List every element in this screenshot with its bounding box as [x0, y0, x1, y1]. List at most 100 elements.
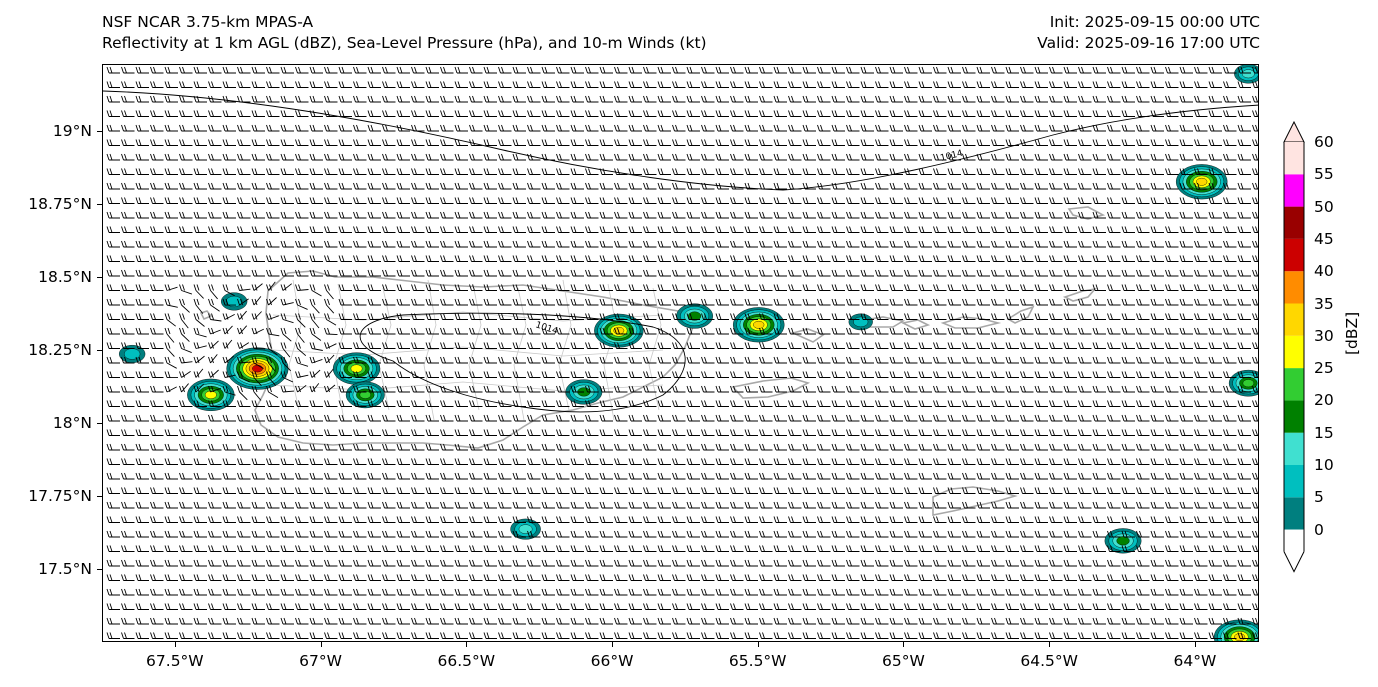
wind-barb — [1034, 385, 1048, 393]
wind-barb — [1194, 516, 1208, 523]
wind-barb — [773, 255, 787, 262]
wind-barb — [164, 443, 178, 451]
wind-barb — [933, 516, 947, 523]
wind-barb — [991, 110, 1005, 117]
wind-barb — [382, 617, 396, 625]
wind-barb — [425, 226, 439, 233]
wind-barb — [135, 371, 149, 378]
wind-barb — [251, 371, 262, 387]
wind-barb — [164, 516, 178, 523]
wind-barb — [860, 182, 874, 190]
wind-barb — [1078, 124, 1092, 132]
wind-barb — [411, 211, 425, 219]
wind-barb — [773, 342, 787, 349]
lat-tick — [97, 131, 102, 133]
wind-barb — [672, 211, 686, 219]
wind-barb — [324, 501, 338, 509]
wind-barb — [744, 255, 758, 262]
wind-barb — [570, 632, 584, 639]
colorbar-tick-label: 25 — [1314, 359, 1334, 378]
wind-barb — [991, 516, 1005, 523]
wind-barb — [715, 545, 729, 552]
wind-barb — [860, 197, 874, 204]
wind-barb — [367, 530, 381, 538]
wind-barb — [295, 81, 309, 88]
wind-barb — [1237, 487, 1251, 494]
wind-barb — [498, 603, 512, 610]
wind-barb — [121, 617, 135, 625]
wind-barb — [643, 81, 657, 88]
wind-barb — [324, 182, 338, 190]
wind-barb — [715, 211, 729, 219]
wind-barb — [411, 414, 425, 422]
wind-barb — [657, 516, 671, 523]
wind-barb — [585, 255, 599, 262]
wind-barb — [599, 240, 613, 248]
wind-barb — [991, 255, 1005, 262]
wind-barb — [164, 458, 178, 465]
wind-barb — [1107, 327, 1121, 335]
wind-barb — [643, 95, 657, 103]
wind-barb — [1223, 574, 1237, 581]
wind-barb — [730, 443, 744, 451]
wind-barb — [773, 603, 787, 610]
wind-barb — [570, 429, 584, 436]
wind-barb — [860, 530, 874, 538]
wind-barb — [208, 530, 222, 538]
wind-barb — [1020, 153, 1034, 161]
wind-barb — [1252, 298, 1258, 306]
wind-barb — [396, 603, 410, 610]
wind-barb — [817, 211, 831, 219]
wind-barb — [585, 81, 599, 88]
wind-barb — [527, 559, 541, 567]
wind-barb — [164, 588, 178, 596]
wind-barb — [1208, 226, 1222, 233]
wind-barb — [759, 414, 773, 422]
wind-barb — [1005, 313, 1019, 320]
wind-barb — [991, 574, 1005, 581]
wind-barb — [1049, 472, 1063, 480]
wind-barb — [875, 501, 889, 509]
wind-barb — [628, 66, 642, 74]
wind-barb — [251, 269, 265, 277]
wind-barb — [628, 226, 642, 233]
wind-barb — [396, 574, 410, 581]
wind-barb — [251, 95, 265, 103]
wind-barb — [135, 632, 149, 639]
wind-barb — [744, 559, 758, 567]
wind-barb — [1063, 139, 1077, 146]
wind-barb — [425, 255, 439, 262]
wind-barb — [918, 632, 932, 639]
wind-barb — [759, 603, 773, 610]
wind-barb — [860, 632, 874, 639]
wind-barb — [498, 226, 512, 233]
wind-barb — [353, 313, 367, 320]
wind-barb — [556, 226, 570, 233]
wind-barb — [918, 313, 932, 320]
wind-barb — [933, 182, 947, 190]
wind-barb — [382, 632, 396, 639]
wind-barb — [150, 617, 164, 625]
wind-barb — [744, 168, 758, 175]
wind-barb — [1208, 110, 1222, 117]
wind-barb — [686, 632, 700, 639]
wind-barb — [164, 530, 178, 538]
wind-barb — [1136, 240, 1150, 248]
wind-barb — [875, 284, 889, 291]
wind-barb — [933, 414, 947, 422]
wind-barb — [1020, 110, 1034, 117]
wind-barb — [208, 559, 222, 567]
wind-barb — [918, 66, 932, 74]
tortola-coast — [940, 316, 1002, 329]
wind-barb — [295, 632, 309, 639]
wind-barb — [802, 269, 816, 277]
wind-barb — [1049, 414, 1063, 422]
wind-barb — [483, 95, 497, 103]
wind-barb — [802, 284, 816, 291]
wind-barb — [672, 545, 686, 552]
wind-barb — [222, 240, 236, 248]
wind-barb — [672, 603, 686, 610]
wind-barb — [933, 269, 947, 277]
wind-barb — [1223, 429, 1237, 436]
wind-barb — [889, 226, 903, 233]
